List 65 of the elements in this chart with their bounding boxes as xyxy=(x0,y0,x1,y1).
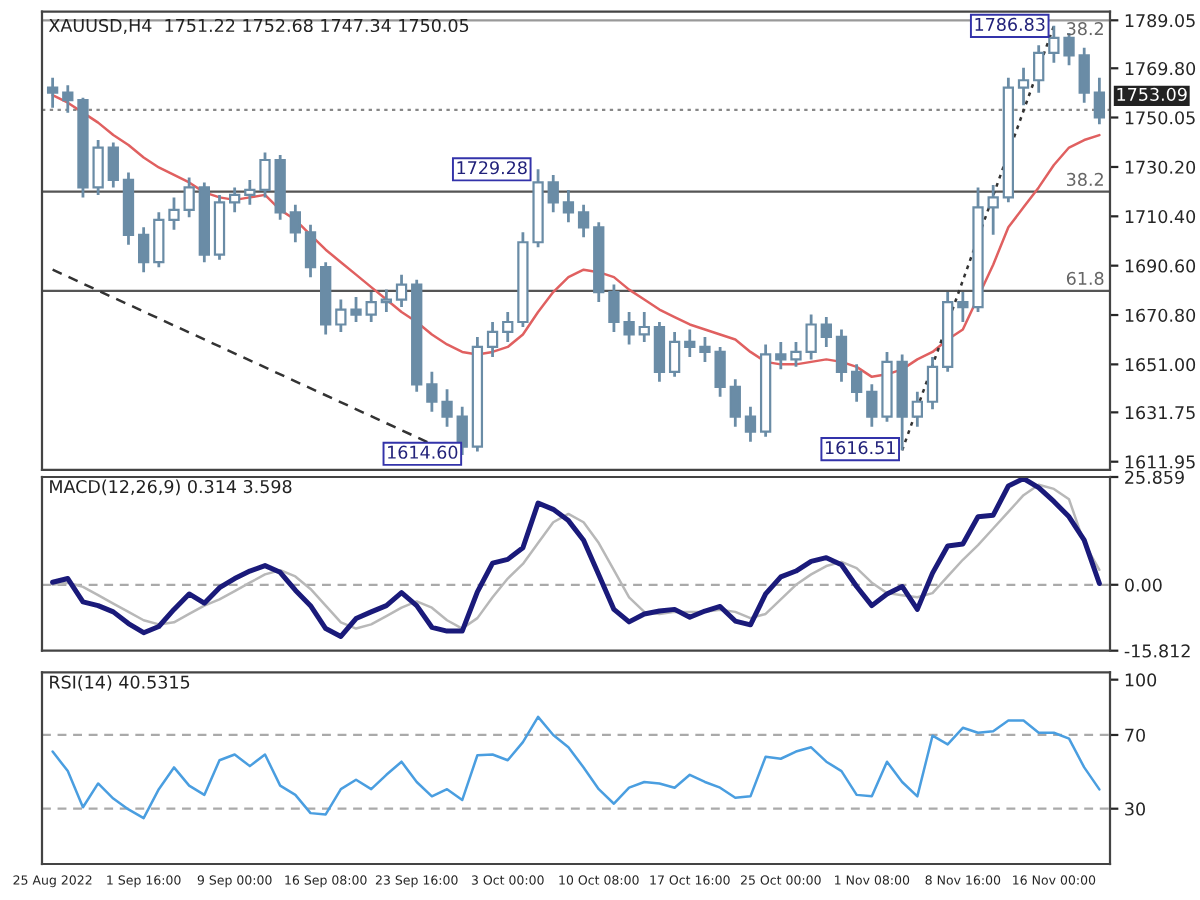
y-tick-label: 30 xyxy=(1125,802,1145,816)
candlestick xyxy=(911,390,923,429)
candlestick xyxy=(835,328,848,384)
annotation: 1616.51 xyxy=(825,441,895,455)
y-tick-label: 1710.40 xyxy=(1125,209,1196,224)
candlestick xyxy=(289,203,302,244)
candlestick xyxy=(365,290,377,324)
y-tick-label: 1730.20 xyxy=(1125,160,1196,174)
y-tick-label: 1670.80 xyxy=(1125,308,1196,322)
candlestick xyxy=(987,183,999,237)
candlestick xyxy=(926,355,939,411)
candlestick xyxy=(1033,43,1045,95)
y-tick-label: 1611.95 xyxy=(1125,455,1195,469)
candlestick xyxy=(744,405,757,444)
candlestick xyxy=(107,141,119,189)
candlestick xyxy=(259,151,271,199)
candlestick xyxy=(866,382,878,429)
candlestick xyxy=(46,76,59,110)
annotation: 38.2 xyxy=(1067,22,1103,36)
candlestick xyxy=(562,188,575,224)
candlestick xyxy=(62,83,74,115)
y-tick-label: 25.859 xyxy=(1125,470,1184,484)
candlestick xyxy=(729,377,741,429)
candlestick xyxy=(153,210,165,269)
candlestick xyxy=(577,203,590,239)
candlestick xyxy=(380,288,393,314)
y-tick-label: 1690.60 xyxy=(1125,259,1196,273)
candlestick xyxy=(244,178,256,207)
candlestick xyxy=(547,173,559,214)
line-series xyxy=(51,715,1101,820)
y-tick-label: -15.812 xyxy=(1124,644,1190,658)
chart-title: XAUUSD,H4 1751.22 1752.68 1747.34 1750.05 xyxy=(48,18,469,34)
candlestick xyxy=(1017,66,1030,107)
y-tick-label: 70 xyxy=(1125,728,1145,742)
annotation: 1786.83 xyxy=(975,17,1045,31)
candlestick xyxy=(304,223,317,279)
candlestick xyxy=(850,362,863,404)
ref-line-label: 1753.09 xyxy=(1117,87,1187,101)
annotation: 61.8 xyxy=(1066,271,1104,285)
chart-title: MACD(12,26,9) 0.314 3.598 xyxy=(50,479,292,496)
candlestick xyxy=(456,405,468,457)
candlestick xyxy=(395,273,408,309)
annotation: 1614.60 xyxy=(388,445,458,459)
y-tick-label: 1769.80 xyxy=(1125,61,1196,76)
candlestick xyxy=(502,310,514,344)
y-tick-label: 1750.05 xyxy=(1125,111,1195,125)
candlestick xyxy=(775,340,787,371)
chart-title: RSI(14) 40.5315 xyxy=(50,675,190,691)
candlestick xyxy=(137,225,150,274)
candlestick xyxy=(668,330,681,379)
y-tick-label: 100 xyxy=(1125,673,1157,687)
y-tick-label: 1631.75 xyxy=(1125,406,1195,420)
annotation: 1729.28 xyxy=(457,161,527,175)
y-tick-label: 0.00 xyxy=(1125,578,1162,592)
candlestick xyxy=(684,328,696,359)
candlestick xyxy=(229,186,241,214)
annotation: 38.2 xyxy=(1067,172,1103,187)
candlestick xyxy=(1078,46,1090,105)
y-tick-label: 1789.05 xyxy=(1125,13,1195,28)
candlestick xyxy=(486,320,499,359)
candlestick xyxy=(1093,76,1106,126)
y-tick-label: 1651.00 xyxy=(1125,358,1196,372)
candlestick xyxy=(653,320,666,384)
candlestick xyxy=(820,315,832,349)
candlestick xyxy=(638,310,650,344)
